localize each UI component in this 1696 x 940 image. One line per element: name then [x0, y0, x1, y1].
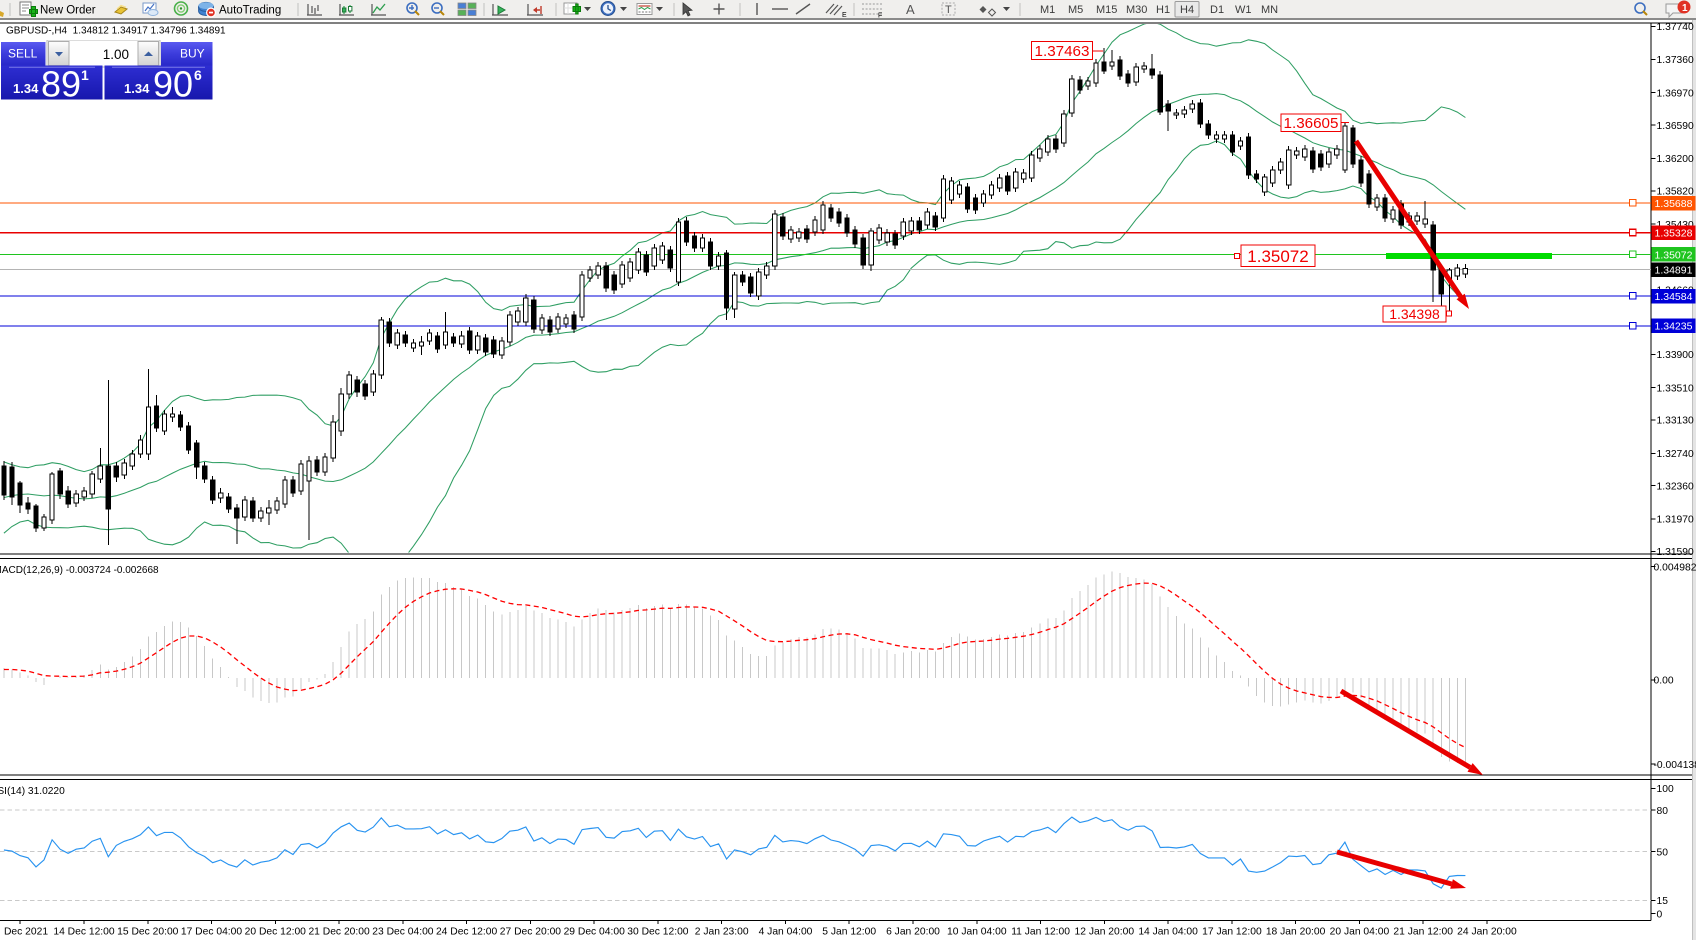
svg-text:1.35072: 1.35072 — [1247, 247, 1308, 266]
svg-text:M1: M1 — [1040, 4, 1055, 16]
svg-text:1.36970: 1.36970 — [1657, 88, 1694, 99]
svg-text:1.32740: 1.32740 — [1657, 449, 1694, 460]
svg-text:-0.004138: -0.004138 — [1654, 760, 1696, 771]
svg-text:10 Jan 04:00: 10 Jan 04:00 — [947, 927, 1007, 938]
svg-text:1.31590: 1.31590 — [1657, 547, 1694, 558]
svg-text:MACD(12,26,9) -0.003724 -0.002: MACD(12,26,9) -0.003724 -0.002668 — [0, 565, 159, 576]
svg-text:14 Jan 04:00: 14 Jan 04:00 — [1138, 927, 1198, 938]
svg-text:15: 15 — [1657, 896, 1669, 907]
svg-text:1.34584: 1.34584 — [1655, 291, 1693, 303]
svg-text:27 Dec 20:00: 27 Dec 20:00 — [500, 927, 562, 938]
svg-text:90: 90 — [153, 64, 193, 105]
svg-text:SELL: SELL — [8, 47, 38, 61]
svg-text:RSI(14) 31.0220: RSI(14) 31.0220 — [0, 786, 65, 797]
svg-text:15 Dec 20:00: 15 Dec 20:00 — [117, 927, 179, 938]
svg-text:1.32360: 1.32360 — [1657, 481, 1694, 492]
svg-text:H1: H1 — [1156, 4, 1170, 16]
svg-text:New Order: New Order — [40, 5, 96, 17]
svg-text:1.35820: 1.35820 — [1657, 187, 1694, 198]
svg-text:14 Dec 12:00: 14 Dec 12:00 — [53, 927, 115, 938]
svg-text:6: 6 — [194, 67, 202, 83]
svg-text:A: A — [906, 2, 915, 17]
svg-text:GBPUSD-,H4 1.34812 1.34917 1.: GBPUSD-,H4 1.34812 1.34917 1.34796 1.348… — [6, 26, 226, 37]
svg-text:1.33130: 1.33130 — [1657, 416, 1694, 427]
svg-text:30 Dec 12:00: 30 Dec 12:00 — [627, 927, 689, 938]
svg-text:1.33510: 1.33510 — [1657, 383, 1694, 394]
svg-text:1.36200: 1.36200 — [1657, 154, 1694, 165]
svg-text:23 Dec 04:00: 23 Dec 04:00 — [372, 927, 434, 938]
svg-text:F: F — [878, 13, 882, 20]
svg-text:24 Dec 12:00: 24 Dec 12:00 — [436, 927, 498, 938]
svg-text:BUY: BUY — [180, 47, 205, 61]
svg-text:M15: M15 — [1096, 4, 1117, 16]
svg-text:1.34: 1.34 — [124, 81, 150, 96]
svg-text:W1: W1 — [1235, 4, 1252, 16]
svg-text:T: T — [945, 4, 952, 16]
svg-text:M30: M30 — [1126, 4, 1147, 16]
svg-text:4 Jan 04:00: 4 Jan 04:00 — [759, 927, 813, 938]
svg-text:20 Dec 12:00: 20 Dec 12:00 — [245, 927, 307, 938]
svg-text:6 Jan 20:00: 6 Jan 20:00 — [886, 927, 940, 938]
svg-text:1.37463: 1.37463 — [1035, 43, 1090, 60]
svg-text:11 Jan 12:00: 11 Jan 12:00 — [1011, 927, 1070, 938]
svg-text:89: 89 — [41, 64, 81, 105]
svg-text:1.00: 1.00 — [103, 47, 129, 62]
svg-text:21 Jan 12:00: 21 Jan 12:00 — [1393, 927, 1453, 938]
svg-text:1.34235: 1.34235 — [1655, 321, 1693, 333]
svg-text:MN: MN — [1261, 4, 1278, 16]
svg-text:2 Jan 23:00: 2 Jan 23:00 — [695, 927, 749, 938]
svg-text:E: E — [842, 12, 847, 19]
svg-text:0.004982: 0.004982 — [1654, 562, 1696, 573]
svg-text:1: 1 — [1682, 3, 1688, 14]
svg-text:H4: H4 — [1180, 4, 1194, 16]
svg-text:21 Dec 20:00: 21 Dec 20:00 — [308, 927, 370, 938]
svg-text:1.37740: 1.37740 — [1657, 22, 1694, 33]
svg-text:1.36590: 1.36590 — [1657, 121, 1694, 132]
svg-text:1.33900: 1.33900 — [1657, 350, 1694, 361]
svg-text:17 Jan 12:00: 17 Jan 12:00 — [1202, 927, 1262, 938]
svg-text:100: 100 — [1657, 784, 1674, 795]
svg-text:24 Jan 20:00: 24 Jan 20:00 — [1457, 927, 1517, 938]
svg-text:1.35688: 1.35688 — [1655, 198, 1693, 210]
svg-text:1.36605: 1.36605 — [1284, 115, 1339, 132]
svg-text:12 Jan 20:00: 12 Jan 20:00 — [1075, 927, 1135, 938]
svg-text:0: 0 — [1657, 909, 1663, 920]
svg-text:1.34398: 1.34398 — [1389, 306, 1440, 322]
svg-text:1.34891: 1.34891 — [1655, 265, 1693, 277]
svg-text:Dec 2021: Dec 2021 — [4, 927, 48, 938]
svg-text:D1: D1 — [1210, 4, 1224, 16]
svg-text:1: 1 — [81, 67, 89, 83]
svg-text:80: 80 — [1657, 806, 1669, 817]
svg-text:5 Jan 12:00: 5 Jan 12:00 — [822, 927, 876, 938]
svg-text:1.35328: 1.35328 — [1655, 228, 1693, 240]
svg-text:0.00: 0.00 — [1654, 676, 1674, 687]
svg-text:1.34: 1.34 — [13, 81, 39, 96]
svg-text:M5: M5 — [1068, 4, 1083, 16]
svg-text:18 Jan 20:00: 18 Jan 20:00 — [1266, 927, 1326, 938]
svg-text:AutoTrading: AutoTrading — [219, 5, 281, 17]
svg-text:1.35430: 1.35430 — [1657, 220, 1694, 231]
svg-text:1.35072: 1.35072 — [1655, 249, 1693, 261]
svg-text:29 Dec 04:00: 29 Dec 04:00 — [564, 927, 626, 938]
svg-text:17 Dec 04:00: 17 Dec 04:00 — [181, 927, 243, 938]
svg-text:1.37360: 1.37360 — [1657, 55, 1694, 66]
svg-text:1.31970: 1.31970 — [1657, 515, 1694, 526]
svg-text:50: 50 — [1657, 847, 1669, 858]
svg-text:20 Jan 04:00: 20 Jan 04:00 — [1330, 927, 1390, 938]
